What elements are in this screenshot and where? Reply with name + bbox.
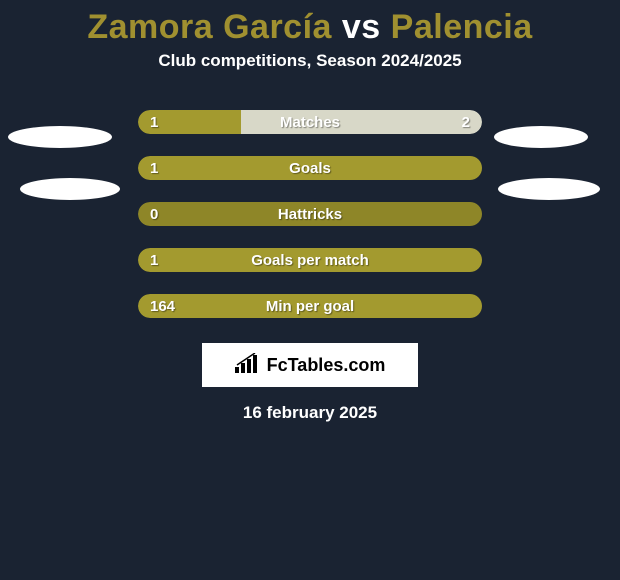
title-vs: vs [332,8,391,46]
stat-value-left: 0 [150,206,158,223]
stat-value-right: 2 [462,114,470,131]
bar-right [241,110,482,134]
logo-text: FcTables.com [267,355,386,376]
comparison-infographic: Zamora García vs Palencia Club competiti… [0,0,620,423]
stat-value-left: 164 [150,298,175,315]
decorative-ellipse [494,126,588,148]
title-player1: Zamora García [87,8,332,46]
title-player2: Palencia [391,8,533,46]
page-title: Zamora García vs Palencia [0,0,620,51]
decorative-ellipse [8,126,112,148]
decorative-ellipse [498,178,600,200]
stat-value-left: 1 [150,160,158,177]
subtitle: Club competitions, Season 2024/2025 [0,51,620,99]
stat-label: Min per goal [266,298,354,315]
stat-value-left: 1 [150,114,158,131]
stat-value-left: 1 [150,252,158,269]
decorative-ellipse [20,178,120,200]
date-label: 16 february 2025 [0,403,620,423]
stat-row: 164 Min per goal [0,283,620,329]
stat-label: Matches [280,114,340,131]
stat-row: 1 Goals per match [0,237,620,283]
stat-label: Hattricks [278,206,342,223]
stat-label: Goals [289,160,331,177]
source-logo: FcTables.com [202,343,418,387]
stat-label: Goals per match [251,252,369,269]
chart-icon [235,353,261,378]
